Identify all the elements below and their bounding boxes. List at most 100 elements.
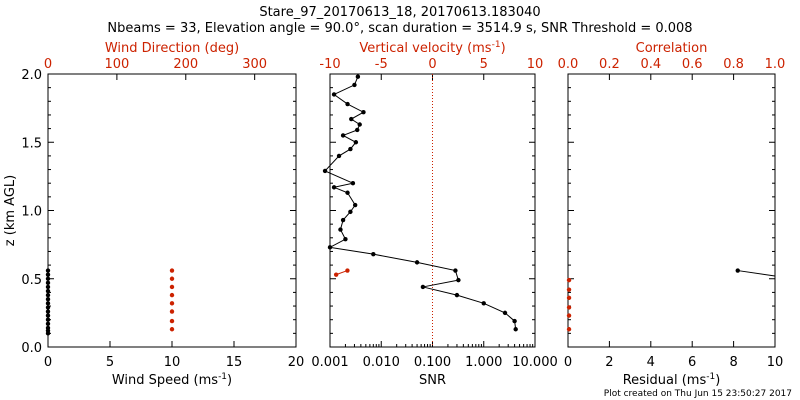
data-point xyxy=(512,318,517,324)
x-tick-label: 0 xyxy=(44,355,52,370)
data-point xyxy=(327,245,333,250)
data-point xyxy=(566,305,572,310)
top-tick-label: -10 xyxy=(319,57,340,72)
data-point xyxy=(481,301,486,306)
data-point xyxy=(566,277,572,283)
top-tick-label: 1.0 xyxy=(765,57,786,72)
x-tick-label: 0 xyxy=(564,355,572,370)
x-tick-label: 0.010 xyxy=(363,355,400,370)
data-point xyxy=(45,272,51,277)
data-point xyxy=(349,116,354,122)
data-point xyxy=(336,153,342,159)
data-point xyxy=(331,185,337,190)
data-point xyxy=(353,140,359,145)
y-tick-label: 1.5 xyxy=(21,136,42,151)
chart-title-line1: Stare_97_20170613_18, 20170613.183040 xyxy=(259,5,540,20)
data-point xyxy=(420,284,426,290)
x-tick-label: 0.100 xyxy=(414,355,451,370)
data-point xyxy=(340,133,346,138)
data-point xyxy=(169,309,175,314)
data-point xyxy=(454,292,460,298)
data-point xyxy=(361,110,366,115)
data-point xyxy=(513,327,518,332)
chart-title-line2: Nbeams = 33, Elevation angle = 90.0°, sc… xyxy=(107,21,692,36)
top-tick-label: 0 xyxy=(44,57,52,72)
top-axis-label: Wind Direction (deg) xyxy=(105,41,239,56)
data-point xyxy=(169,292,175,298)
top-tick-label: 0.6 xyxy=(682,57,703,72)
x-tick-label: 5 xyxy=(106,355,114,370)
x-tick-label: 15 xyxy=(226,355,243,370)
data-point xyxy=(45,331,51,336)
data-point xyxy=(350,181,356,186)
panel-wind: 0.0 0.5 1.0 1.5 2.0 z (km AGL) 0 5 10 15 20 Wind Sp… xyxy=(3,41,304,388)
top-tick-label: 200 xyxy=(173,57,198,72)
data-point xyxy=(735,268,740,273)
data-point xyxy=(45,305,51,310)
data-point xyxy=(45,317,51,322)
x-tick-label: 10.000 xyxy=(512,355,558,370)
top-tick-label: -5 xyxy=(375,57,388,72)
x-tick-label: 4 xyxy=(647,355,655,370)
data-point xyxy=(340,217,346,223)
data-point xyxy=(45,276,51,281)
data-point xyxy=(371,251,376,257)
top-tick-label: 0 xyxy=(428,57,436,72)
top-axis-label: Vertical velocity (ms-1) xyxy=(359,40,505,56)
data-point xyxy=(566,327,572,332)
x-tick-label: 6 xyxy=(688,355,696,370)
y-tick-label: 0.5 xyxy=(21,273,42,288)
x-tick-label: 1.000 xyxy=(465,355,502,370)
top-axis-label: Correlation xyxy=(636,41,708,56)
data-point xyxy=(453,268,458,273)
plot-frame xyxy=(567,73,776,348)
x-tick-label: 10 xyxy=(164,355,181,370)
top-tick-label: 0.8 xyxy=(723,57,744,72)
data-point xyxy=(352,202,358,208)
top-tick-label: 10 xyxy=(527,57,544,72)
data-point xyxy=(566,295,572,301)
x-tick-label: 0.001 xyxy=(311,355,348,370)
data-point xyxy=(343,236,348,242)
series-line xyxy=(737,270,776,277)
top-tick-label: 5 xyxy=(480,57,488,72)
data-point xyxy=(345,190,350,195)
x-tick-label: 8 xyxy=(729,355,737,370)
data-point xyxy=(322,168,328,174)
x-axis-label: Residual (ms-1) xyxy=(623,372,721,388)
data-point xyxy=(355,127,360,133)
x-tick-label: 10 xyxy=(767,355,784,370)
y-tick-label: 2.0 xyxy=(21,68,42,83)
data-point xyxy=(566,287,572,292)
plot-created-footer: Plot created on Thu Jun 15 23:50:27 2017 xyxy=(604,389,792,399)
data-point xyxy=(414,260,420,265)
plot-frame xyxy=(329,73,536,348)
panel-correlation: 0 2 4 6 8 10 Residual (ms-1) 0.0 0.2 0.4 0.6 0.8 1.0… xyxy=(558,41,786,388)
data-point xyxy=(169,301,175,306)
data-point xyxy=(345,268,350,273)
top-tick-label: 0.2 xyxy=(599,57,620,72)
top-tick-label: 100 xyxy=(104,57,129,72)
data-point xyxy=(45,292,51,298)
data-point xyxy=(169,276,175,281)
data-point xyxy=(45,280,51,286)
data-point xyxy=(331,92,337,97)
data-point xyxy=(355,74,361,79)
data-point xyxy=(45,288,51,294)
data-point xyxy=(169,284,175,290)
panel-snr: 0.001 0.010 0.100 1.000 10.000 SNR -10 -5 0 5 10 Ve… xyxy=(311,40,557,388)
data-point xyxy=(357,122,362,127)
top-tick-label: 0.0 xyxy=(558,57,579,72)
series-line xyxy=(324,76,517,330)
plot-frame xyxy=(47,73,297,348)
data-point xyxy=(566,313,572,318)
data-point xyxy=(45,313,51,318)
top-tick-label: 300 xyxy=(242,57,267,72)
data-point xyxy=(45,284,51,290)
data-point xyxy=(169,318,175,324)
data-point xyxy=(456,277,461,283)
data-point xyxy=(348,209,353,215)
data-point xyxy=(333,272,339,277)
data-point xyxy=(169,268,175,273)
x-tick-label: 20 xyxy=(288,355,305,370)
